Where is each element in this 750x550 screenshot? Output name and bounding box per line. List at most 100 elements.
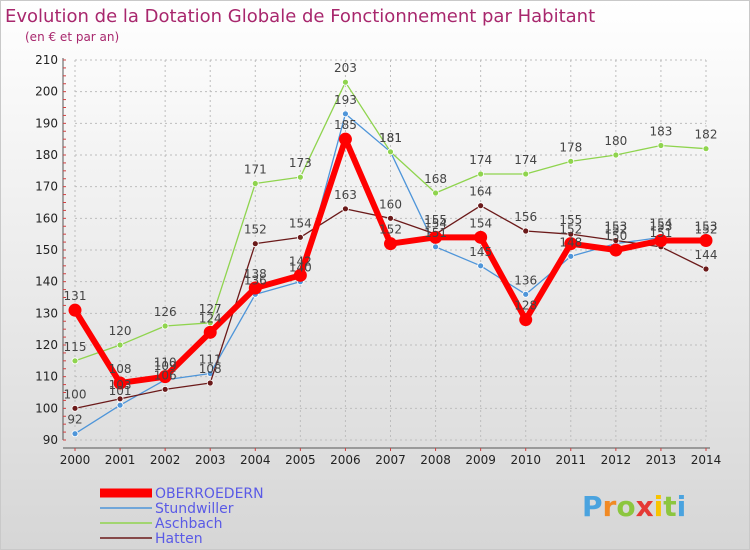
chart-title: Evolution de la Dotation Globale de Fonc…	[5, 6, 595, 27]
y-tick-label: 90	[43, 433, 58, 447]
data-point-oberroedern	[338, 132, 352, 146]
data-label-aschbach: 126	[154, 305, 177, 319]
data-label-oberroedern: 124	[199, 311, 222, 325]
data-label-hatten: 151	[649, 226, 672, 240]
data-label-oberroedern: 153	[649, 220, 672, 234]
data-label-stundwiller: 140	[289, 261, 312, 275]
data-label-oberroedern: 150	[604, 229, 627, 243]
data-point-hatten	[342, 205, 349, 213]
data-label-stundwiller: 152	[695, 223, 718, 237]
x-tick-label: 2014	[691, 453, 722, 467]
data-label-oberroedern: 154	[424, 216, 447, 230]
data-label-oberroedern: 131	[64, 289, 87, 303]
data-label-oberroedern: 153	[695, 220, 718, 234]
data-point-oberroedern	[203, 325, 217, 339]
data-label-stundwiller: 136	[514, 273, 537, 287]
data-label-stundwiller: 151	[424, 226, 447, 240]
y-tick-label: 210	[35, 53, 58, 67]
data-point-aschbach	[702, 145, 710, 153]
y-tick-label: 180	[35, 148, 58, 162]
data-point-aschbach	[522, 170, 530, 178]
data-label-aschbach: 180	[604, 134, 627, 148]
x-tick-label: 2009	[465, 453, 496, 467]
y-tick-label: 160	[35, 211, 58, 225]
data-point-oberroedern	[474, 230, 488, 244]
data-point-oberroedern	[429, 230, 443, 244]
data-label-stundwiller: 152	[604, 223, 627, 237]
data-label-oberroedern: 152	[559, 223, 582, 237]
y-tick-label: 170	[35, 180, 58, 194]
data-label-aschbach: 182	[695, 128, 718, 142]
x-tick-label: 2008	[420, 453, 451, 467]
data-label-aschbach: 203	[334, 61, 357, 75]
data-label-aschbach: 173	[289, 156, 312, 170]
data-label-stundwiller: 111	[199, 353, 222, 367]
data-label-stundwiller: 101	[109, 384, 132, 398]
x-tick-label: 2010	[510, 453, 541, 467]
data-point-stundwiller	[342, 110, 349, 118]
series-layer	[68, 78, 713, 438]
data-point-hatten	[251, 240, 259, 248]
x-tick-label: 2000	[60, 453, 91, 467]
y-tick-label: 200	[35, 85, 58, 99]
data-label-aschbach: 183	[649, 125, 672, 139]
data-label-stundwiller: 136	[244, 273, 267, 287]
data-label-stundwiller: 145	[469, 245, 492, 259]
data-label-aschbach: 115	[64, 340, 87, 354]
data-label-aschbach: 171	[244, 163, 267, 177]
legend-label-stundwiller: Stundwiller	[155, 501, 234, 517]
y-tick-label: 190	[35, 116, 58, 130]
data-point-stundwiller	[522, 290, 530, 298]
x-tick-label: 2003	[195, 453, 226, 467]
data-label-hatten: 106	[154, 368, 177, 382]
data-point-aschbach	[612, 151, 620, 159]
data-point-aschbach	[161, 322, 169, 330]
data-label-hatten: 144	[695, 248, 718, 262]
x-tick-label: 2011	[556, 453, 587, 467]
data-label-hatten: 155	[559, 213, 582, 227]
data-point-oberroedern	[609, 243, 623, 257]
data-label-hatten: 154	[289, 216, 312, 230]
x-tick-label: 2005	[285, 453, 316, 467]
data-point-hatten	[477, 202, 485, 210]
data-point-aschbach	[432, 189, 439, 197]
x-tick-label: 2002	[150, 453, 181, 467]
data-point-oberroedern	[699, 234, 713, 247]
data-point-stundwiller	[432, 243, 439, 251]
data-point-oberroedern	[293, 268, 307, 282]
data-point-aschbach	[342, 78, 349, 86]
data-point-aschbach	[657, 142, 665, 149]
data-point-oberroedern	[519, 313, 533, 327]
data-label-hatten: 155	[424, 213, 447, 227]
y-tick-label: 110	[35, 370, 58, 384]
legend-label-oberroedern: OBERROEDERN	[155, 486, 264, 502]
data-label-aschbach: 178	[559, 140, 582, 154]
data-point-hatten	[387, 214, 394, 222]
data-point-stundwiller	[567, 252, 575, 260]
data-point-aschbach	[477, 170, 485, 178]
y-tick-label: 150	[35, 243, 58, 257]
data-label-stundwiller: 181	[379, 131, 402, 145]
data-point-hatten	[206, 379, 214, 387]
proxiti-logo: Proxiti	[582, 490, 686, 523]
data-label-hatten: 153	[604, 220, 627, 234]
data-label-hatten: 163	[334, 188, 357, 202]
data-point-oberroedern	[564, 237, 578, 251]
data-label-aschbach: 127	[199, 302, 222, 316]
data-point-aschbach	[116, 341, 124, 349]
data-label-aschbach: 181	[379, 131, 402, 145]
axes: 90 100 110 120 130 140 150 160 170 180 190 200 210 20…	[35, 53, 721, 467]
data-label-oberroedern: 152	[379, 223, 402, 237]
data-point-hatten	[296, 233, 304, 241]
data-point-hatten	[161, 385, 169, 393]
data-point-hatten	[702, 265, 710, 273]
data-label-hatten: 156	[514, 210, 537, 224]
data-label-hatten: 108	[199, 362, 222, 376]
data-point-oberroedern	[68, 303, 82, 317]
data-label-oberroedern: 108	[109, 362, 132, 376]
data-point-stundwiller	[477, 262, 485, 270]
x-tick-label: 2004	[240, 453, 271, 467]
data-point-oberroedern	[248, 281, 262, 295]
